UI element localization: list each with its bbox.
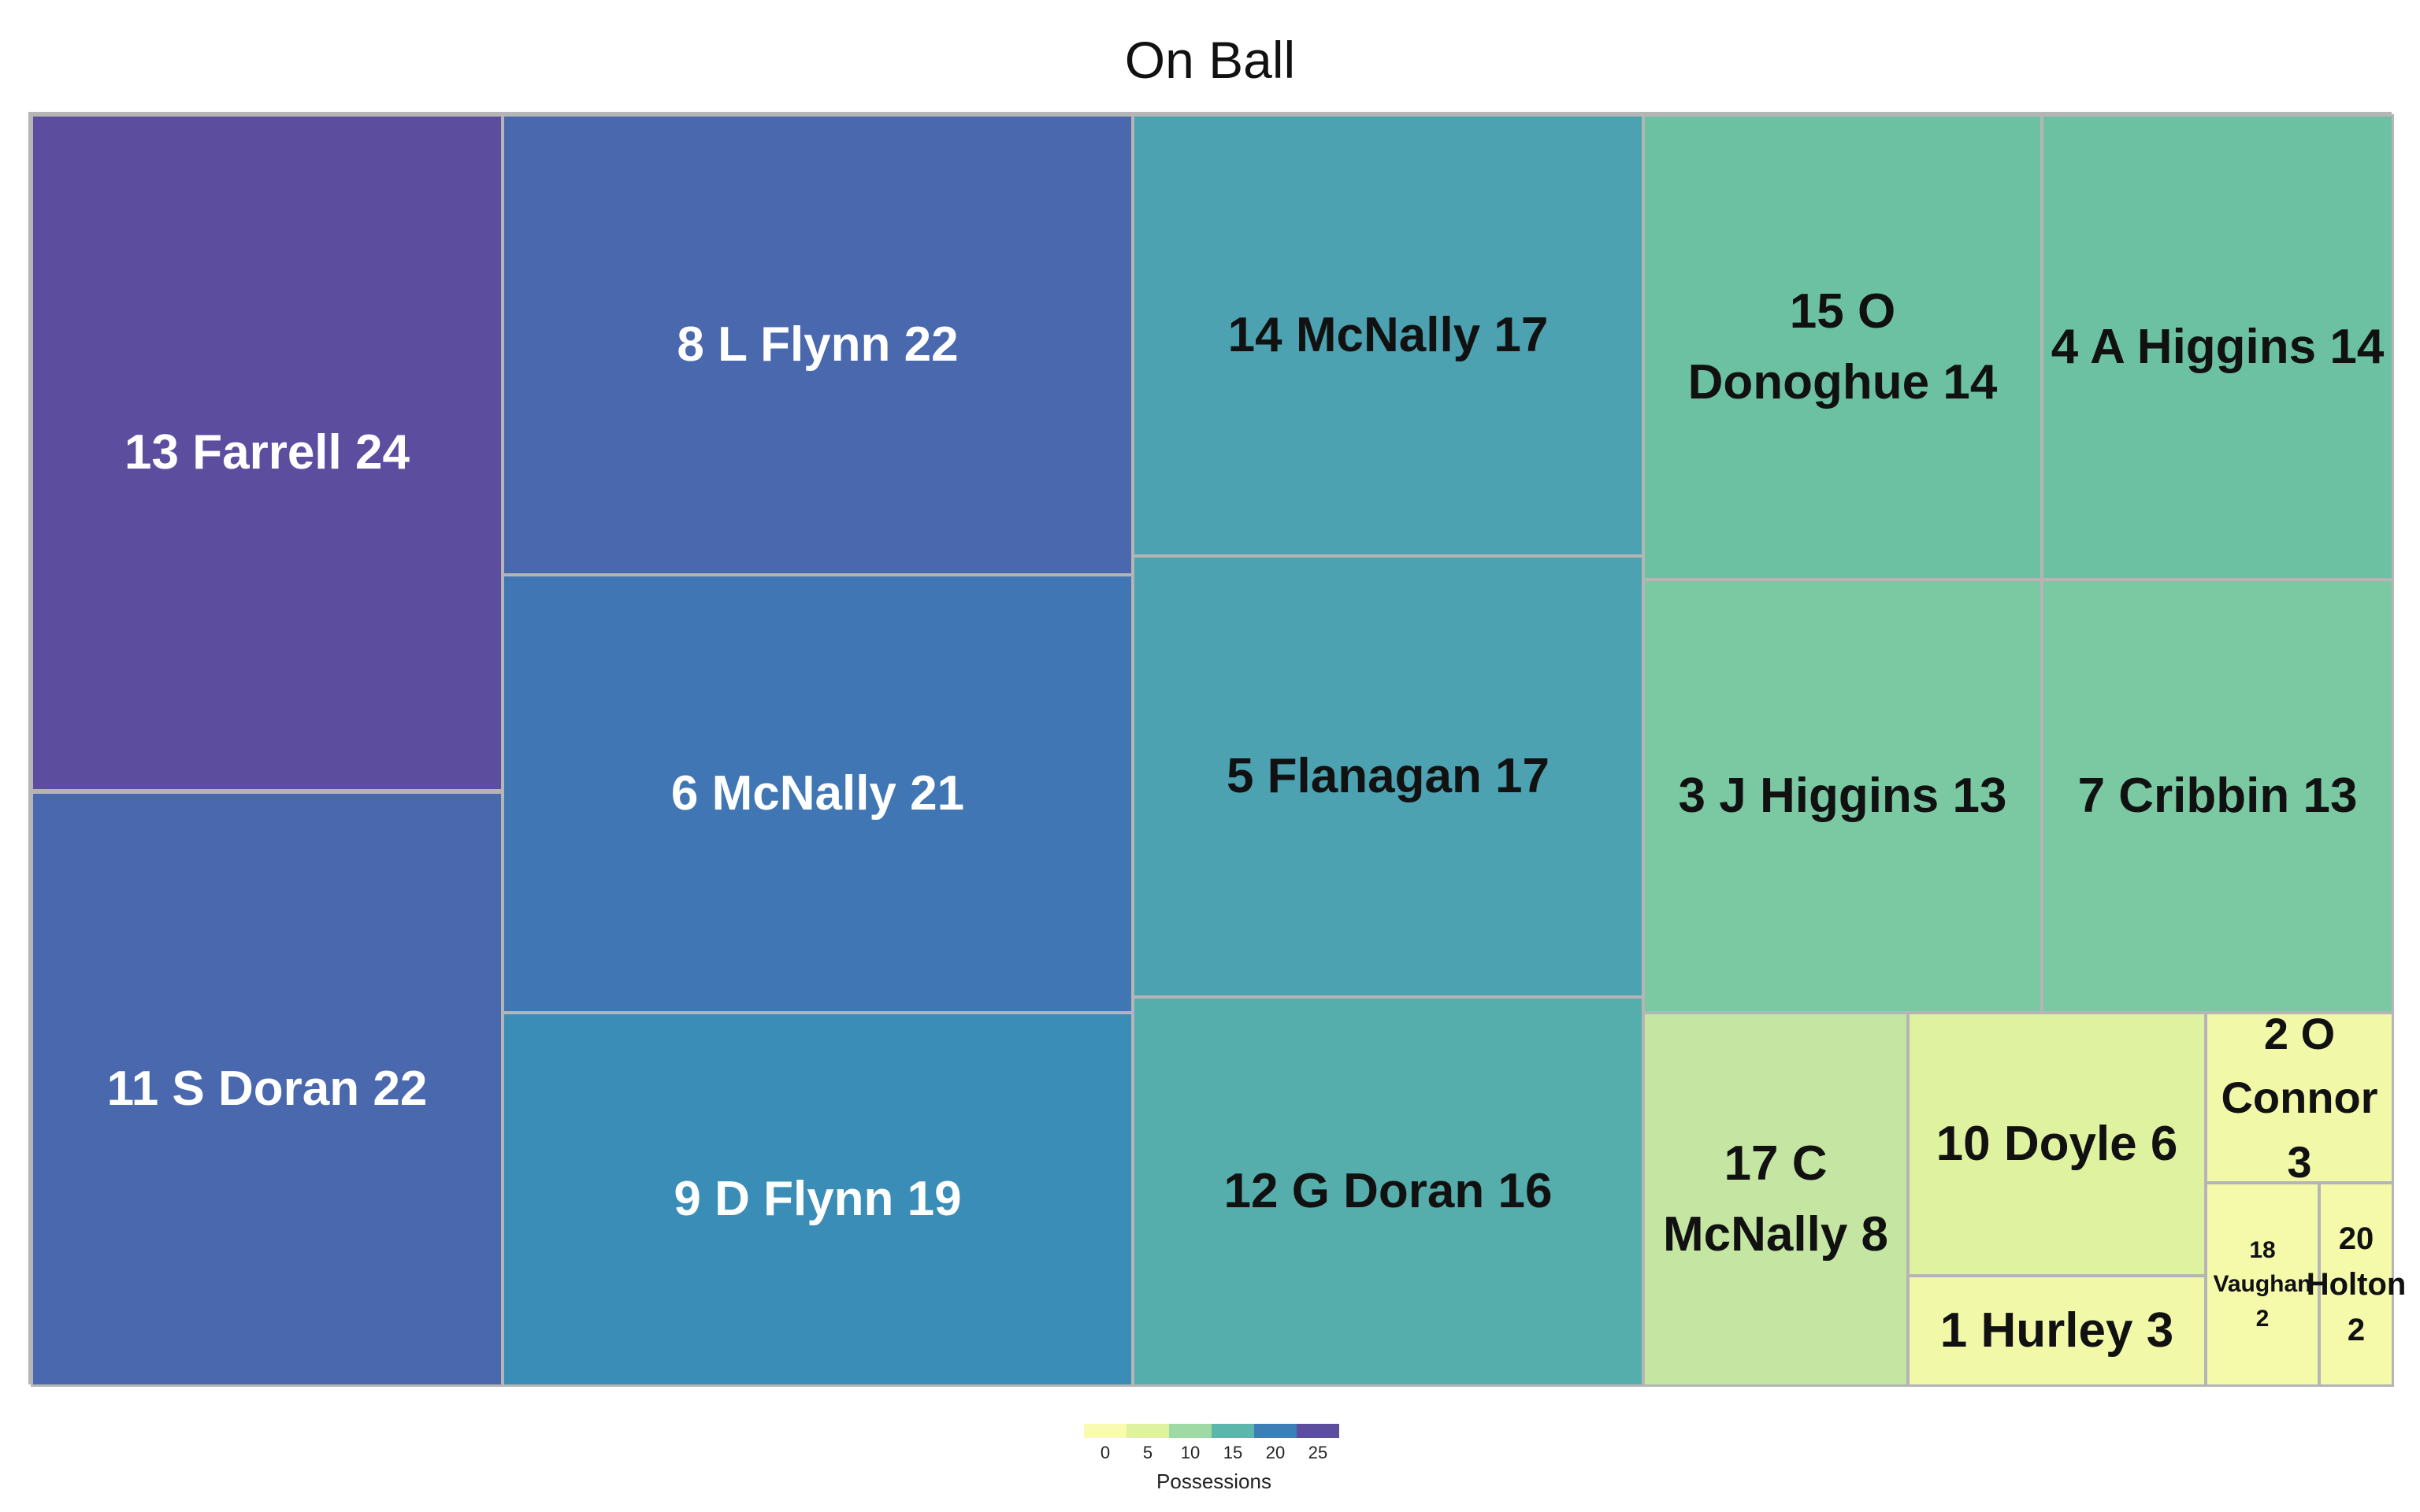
tile-label: 14 McNally 17 bbox=[1227, 308, 1549, 363]
legend-swatch bbox=[1254, 1424, 1297, 1438]
tile-label: 7 Cribbin 13 bbox=[2077, 769, 2358, 824]
tile-label: 20 Holton 2 bbox=[2306, 1221, 2407, 1347]
tile-label: 2 O Connor 3 bbox=[2221, 1009, 2378, 1187]
treemap-tile: 4 A Higgins 14 bbox=[2041, 114, 2394, 580]
treemap-tile: 7 Cribbin 13 bbox=[2041, 579, 2394, 1014]
treemap-tile: 15 O Donoghue 14 bbox=[1642, 114, 2043, 580]
legend-swatch bbox=[1212, 1424, 1254, 1438]
legend-tick-label: 20 bbox=[1265, 1443, 1286, 1462]
tile-label: 11 S Doran 22 bbox=[106, 1062, 428, 1117]
treemap-tile: 10 Doyle 6 bbox=[1907, 1012, 2207, 1277]
tile-label: 1 Hurley 3 bbox=[1939, 1303, 2174, 1358]
tile-label: 15 O Donoghue 14 bbox=[1687, 284, 1998, 410]
legend-tick-label: 15 bbox=[1223, 1443, 1243, 1462]
chart-title: On Ball bbox=[1124, 31, 1296, 89]
legend-swatch bbox=[1169, 1424, 1212, 1438]
tile-label: 6 McNally 21 bbox=[670, 766, 965, 821]
legend-tick-label: 10 bbox=[1180, 1443, 1201, 1462]
tile-label: 9 D Flynn 19 bbox=[674, 1172, 962, 1227]
treemap-tile: 20 Holton 2 bbox=[2307, 1182, 2406, 1387]
treemap: 13 Farrell 24 11 S Doran 22 8 L Flynn 22 6 … bbox=[28, 112, 2406, 1387]
tile-label: 5 Flanagan 17 bbox=[1226, 749, 1550, 804]
treemap-tile: 6 McNally 21 bbox=[502, 574, 1134, 1014]
treemap-tile: 5 Flanagan 17 bbox=[1132, 555, 1644, 998]
treemap-tile: 9 D Flynn 19 bbox=[502, 1012, 1134, 1387]
treemap-tile: 8 L Flynn 22 bbox=[502, 114, 1134, 576]
tile-label: 12 G Doran 16 bbox=[1223, 1164, 1553, 1219]
treemap-tile: 17 C McNally 8 bbox=[1642, 1012, 1909, 1387]
treemap-tile: 14 McNally 17 bbox=[1132, 114, 1644, 557]
legend-swatch bbox=[1084, 1424, 1126, 1438]
color-legend: 0 5 10 15 20 25 Possessions bbox=[1084, 1424, 1339, 1493]
legend-swatch bbox=[1126, 1424, 1169, 1438]
legend-tick-label: 25 bbox=[1308, 1443, 1328, 1462]
tile-label: 8 L Flynn 22 bbox=[677, 317, 959, 372]
tile-label: 4 A Higgins 14 bbox=[2051, 320, 2385, 375]
legend-color-bar bbox=[1084, 1424, 1339, 1438]
treemap-tile: 3 J Higgins 13 bbox=[1642, 579, 2043, 1014]
tile-label: 18 Vaughan 2 bbox=[2213, 1236, 2312, 1332]
treemap-tile: 1 Hurley 3 bbox=[1907, 1275, 2207, 1387]
legend-title: Possessions bbox=[1156, 1469, 1271, 1493]
treemap-tile: 11 S Doran 22 bbox=[31, 791, 503, 1387]
treemap-tile: 12 G Doran 16 bbox=[1132, 996, 1644, 1387]
legend-tick-label: 5 bbox=[1142, 1443, 1153, 1462]
treemap-tile: 18 Vaughan 2 bbox=[2205, 1182, 2320, 1387]
treemap-tile: 2 O Connor 3 bbox=[2205, 1009, 2394, 1187]
tile-label: 17 C McNally 8 bbox=[1662, 1136, 1889, 1262]
tile-label: 10 Doyle 6 bbox=[1936, 1117, 2178, 1172]
legend-tick-label: 0 bbox=[1100, 1443, 1111, 1462]
tile-label: 3 J Higgins 13 bbox=[1678, 769, 2007, 824]
treemap-tile: 13 Farrell 24 bbox=[31, 114, 503, 791]
legend-swatch bbox=[1297, 1424, 1339, 1438]
tile-label: 13 Farrell 24 bbox=[124, 425, 410, 480]
